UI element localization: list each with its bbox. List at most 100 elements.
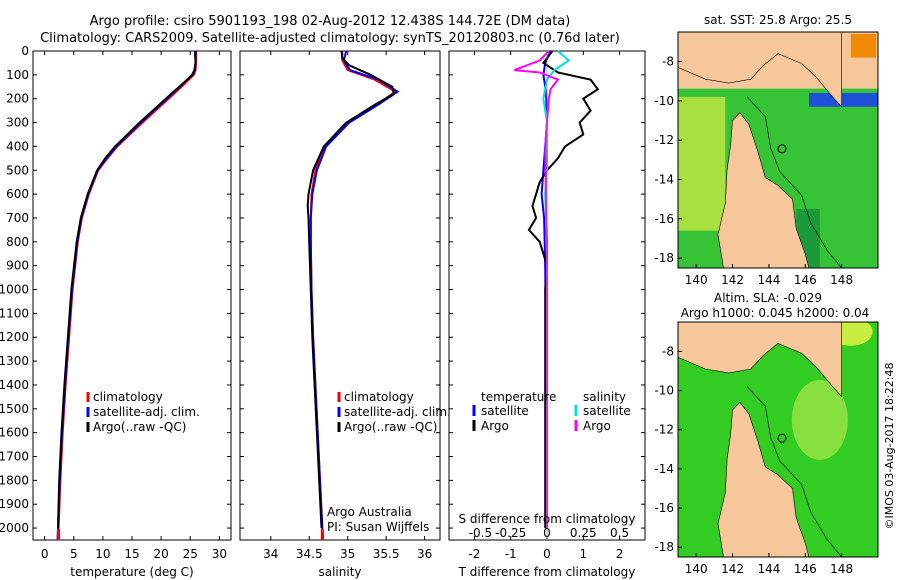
y-tick-label: 1900	[0, 497, 29, 511]
salinity-axis-label: S difference from climatology	[459, 512, 636, 526]
lat-tick-label: -10	[654, 94, 674, 108]
lat-tick-label: -18	[654, 251, 674, 265]
y-tick-label: 900	[6, 259, 29, 273]
y-tick-label: 1400	[0, 378, 29, 392]
map-content	[678, 32, 878, 268]
legend-label-satellite: satellite-adj. clim.	[344, 405, 451, 419]
sla-high-anomaly	[791, 379, 848, 460]
sst-gulf-warm	[678, 96, 726, 231]
y-tick-label: 300	[6, 116, 29, 130]
sst-warm-band	[808, 92, 878, 107]
x-tick-label: 20	[153, 547, 168, 561]
x-tick-label: 35	[340, 547, 355, 561]
y-tick-label: 600	[6, 187, 29, 201]
sla-map-title: Altim. SLA: -0.029	[714, 291, 822, 305]
legend-label-t-argo: Argo	[481, 419, 509, 433]
legend-label-s-satellite: satellite	[583, 404, 631, 418]
legend-label-climatology: climatology	[344, 390, 414, 404]
x-tick-label: -2	[468, 547, 480, 561]
lat-tick-label: -14	[654, 173, 674, 187]
y-tick-label: 1100	[0, 306, 29, 320]
lat-tick-label: -8	[662, 55, 674, 69]
sst-map-title: sat. SST: 25.8 Argo: 25.5	[704, 13, 852, 27]
legend-title-salinity: salinity	[583, 390, 626, 404]
isobath-contour	[746, 96, 842, 268]
annotation-pi: PI: Susan Wijffels	[327, 520, 429, 534]
lat-tick-label: -18	[654, 540, 674, 554]
lon-tick-label: 148	[830, 562, 853, 576]
difference-panel: -2 -1 0 1 2 T difference from climatology -0.5…	[448, 50, 646, 579]
lat-tick-label: -10	[654, 384, 674, 398]
y-tick-label: 1800	[0, 473, 29, 487]
x-axis-label: salinity	[318, 565, 361, 579]
legend-label-s-argo: Argo	[583, 419, 611, 433]
sst-hot-patch	[850, 33, 877, 58]
lon-tick-label: 142	[721, 562, 744, 576]
credit-text: ©IMOS 03-Aug-2017 18:22:48	[883, 363, 896, 530]
land-png	[678, 322, 842, 398]
salinity-tick-label: -0.25	[495, 526, 526, 540]
x-tick-label: 30	[212, 547, 227, 561]
header-line2: Climatology: CARS2009. Satellite-adjuste…	[40, 31, 620, 46]
land-png	[678, 32, 842, 108]
salinity-tick-label: 0.5	[610, 526, 629, 540]
lon-tick-label: 144	[757, 273, 780, 287]
x-tick-label: 1	[579, 547, 587, 561]
argo-position-marker	[777, 144, 787, 154]
lat-tick-label: -8	[662, 344, 674, 358]
y-tick-label: 1000	[0, 283, 29, 297]
lon-tick-label: 148	[830, 273, 853, 287]
salinity-tick-label: 0.25	[570, 526, 597, 540]
sla-map-subtitle: Argo h1000: 0.045 h2000: 0.04	[681, 306, 870, 320]
map-content	[678, 322, 878, 557]
x-tick-label: 0	[41, 547, 49, 561]
lat-tick-label: -14	[654, 462, 674, 476]
series-line-argo	[306, 50, 395, 529]
lon-tick-label: 140	[685, 562, 708, 576]
isobath-contour	[746, 386, 842, 557]
y-tick-label: 2000	[0, 521, 29, 535]
x-tick-label: 35.5	[373, 547, 400, 561]
x-tick-label: 36	[417, 547, 432, 561]
series-line-argo	[57, 51, 197, 529]
lon-tick-label: 144	[757, 562, 780, 576]
legend-label-argo: Argo(..raw -QC)	[93, 420, 186, 434]
annotation-institution: Argo Australia	[327, 505, 412, 519]
y-tick-label: 1300	[0, 354, 29, 368]
y-tick-label: 1700	[0, 450, 29, 464]
lat-tick-label: -12	[654, 133, 674, 147]
x-tick-label: 5	[70, 547, 78, 561]
lon-tick-label: 142	[721, 273, 744, 287]
lon-tick-label: 140	[685, 273, 708, 287]
x-tick-label: 15	[124, 547, 139, 561]
legend-label-t-satellite: satellite	[481, 404, 529, 418]
x-tick-label: -1	[505, 547, 517, 561]
temperature-panel: 0100200300400500600700800900100011001200…	[0, 44, 232, 579]
sst-map: sat. SST: 25.8 Argo: 25.5 -8 -10 -12 -14 -16 -…	[654, 13, 879, 287]
x-tick-label: 34.5	[296, 547, 323, 561]
plot-frame	[32, 50, 232, 541]
land-cape-york	[717, 112, 810, 268]
lat-tick-label: -16	[654, 212, 674, 226]
y-tick-label: 200	[6, 92, 29, 106]
legend-label-argo: Argo(..raw -QC)	[344, 420, 437, 434]
lon-tick-label: 146	[794, 273, 817, 287]
x-tick-label: 2	[616, 547, 624, 561]
map-frame	[677, 31, 879, 269]
y-tick-label: 1200	[0, 330, 29, 344]
y-tick-label: 1600	[0, 426, 29, 440]
land-cape-york	[717, 401, 810, 557]
legend-label-climatology: climatology	[93, 390, 163, 404]
y-tick-label: 100	[6, 68, 29, 82]
x-axis-label: temperature (deg C)	[70, 565, 193, 579]
x-tick-label: 34	[263, 547, 278, 561]
x-axis-label: T difference from climatology	[458, 565, 636, 579]
y-tick-label: 1500	[0, 402, 29, 416]
legend-title-temperature: temperature	[481, 390, 556, 404]
salinity-tick-label: 0	[543, 526, 551, 540]
salinity-panel: 34 34.5 35 35.5 36 salinity climatologysatelli…	[239, 50, 451, 579]
lat-tick-label: -12	[654, 423, 674, 437]
